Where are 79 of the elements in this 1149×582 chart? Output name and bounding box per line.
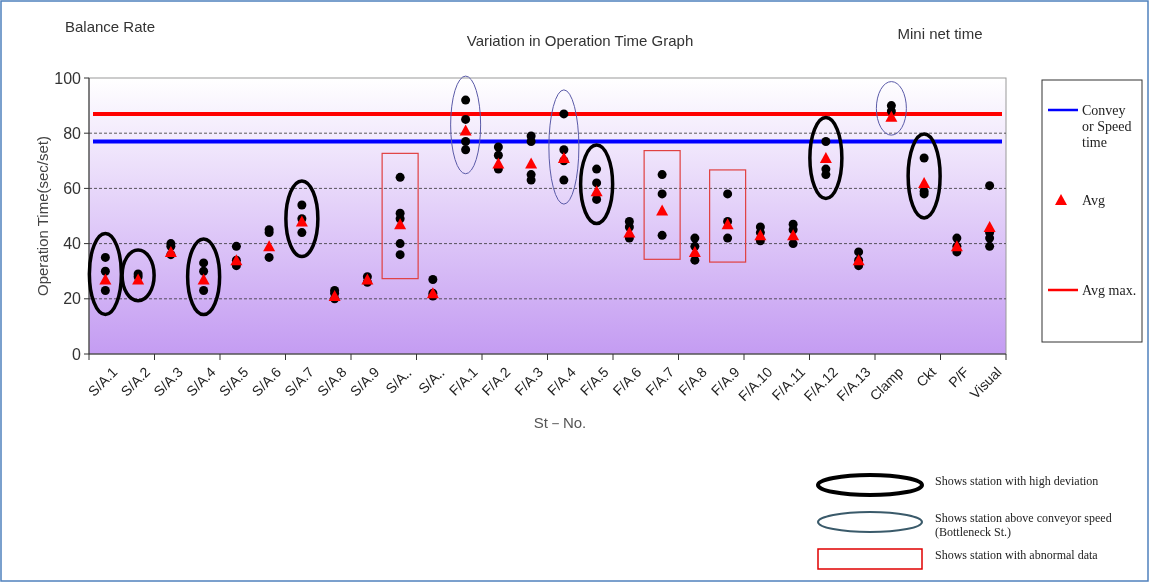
legend-label: Avg [1082, 193, 1106, 208]
point [985, 241, 995, 251]
point [100, 266, 110, 276]
point [788, 239, 798, 249]
point [688, 245, 701, 257]
point [164, 245, 177, 257]
point [590, 185, 603, 197]
point [918, 176, 931, 188]
point [657, 230, 667, 240]
point [656, 204, 669, 216]
point [461, 95, 471, 105]
legend-label: Avg max. [1082, 283, 1137, 298]
x-tick-label: S/A‥ [382, 363, 416, 397]
point [919, 153, 929, 163]
point [559, 109, 569, 119]
point [592, 178, 602, 188]
point [461, 145, 471, 155]
y-tick-label: 0 [72, 345, 82, 363]
point [821, 136, 831, 146]
point [197, 273, 210, 285]
point [264, 252, 274, 262]
point [395, 250, 405, 260]
point [983, 221, 996, 233]
text: Shows station above conveyor speed (Bottleneck St.) [935, 511, 1112, 539]
point [787, 229, 800, 241]
point [821, 170, 831, 180]
y-axis-title: Operation Time(sec/set) [34, 135, 51, 297]
point [493, 142, 503, 152]
y-tick-label: 40 [63, 235, 82, 253]
x-tick-label: S/A‥ [414, 363, 448, 397]
point [657, 170, 667, 180]
point [592, 164, 602, 174]
point [492, 157, 505, 169]
point [263, 240, 276, 252]
point [99, 273, 112, 285]
point [493, 150, 503, 160]
legend-label: Convey or Speed time [1082, 103, 1132, 150]
text: Balance Rate [65, 18, 156, 35]
point [559, 145, 569, 155]
point [100, 286, 110, 296]
point [395, 172, 405, 182]
point [199, 258, 209, 268]
point [952, 233, 962, 243]
point [395, 239, 405, 249]
x-tick-label: P/F [945, 363, 972, 391]
text: Shows station with abnormal data [935, 548, 1099, 562]
point [231, 241, 241, 251]
text: Mini net time [897, 25, 983, 42]
point [459, 124, 472, 136]
text: Shows station with high deviation [935, 474, 1099, 488]
chart-title: Variation in Operation Time Graph [466, 32, 694, 49]
point [428, 274, 438, 284]
point [623, 226, 636, 238]
point [723, 189, 733, 199]
point [328, 290, 341, 302]
y-tick-label: 60 [63, 180, 82, 197]
point [559, 175, 569, 185]
point [525, 157, 538, 169]
y-tick-label: 20 [63, 290, 82, 308]
point [885, 110, 898, 122]
point [557, 152, 570, 164]
point [394, 218, 407, 230]
point [985, 181, 995, 191]
point [297, 200, 307, 210]
point [854, 247, 864, 257]
point [461, 114, 471, 124]
point [199, 286, 209, 296]
y-tick-label: 80 [63, 124, 82, 142]
point [199, 266, 209, 276]
point [690, 233, 700, 243]
point [723, 233, 733, 243]
y-tick-label: 100 [54, 69, 82, 87]
point [100, 252, 110, 262]
x-tick-label: Ckt [913, 363, 940, 390]
point [297, 228, 307, 238]
point [657, 189, 667, 199]
point [819, 152, 832, 164]
point [461, 136, 471, 146]
x-axis-title: St－No. [533, 414, 587, 431]
